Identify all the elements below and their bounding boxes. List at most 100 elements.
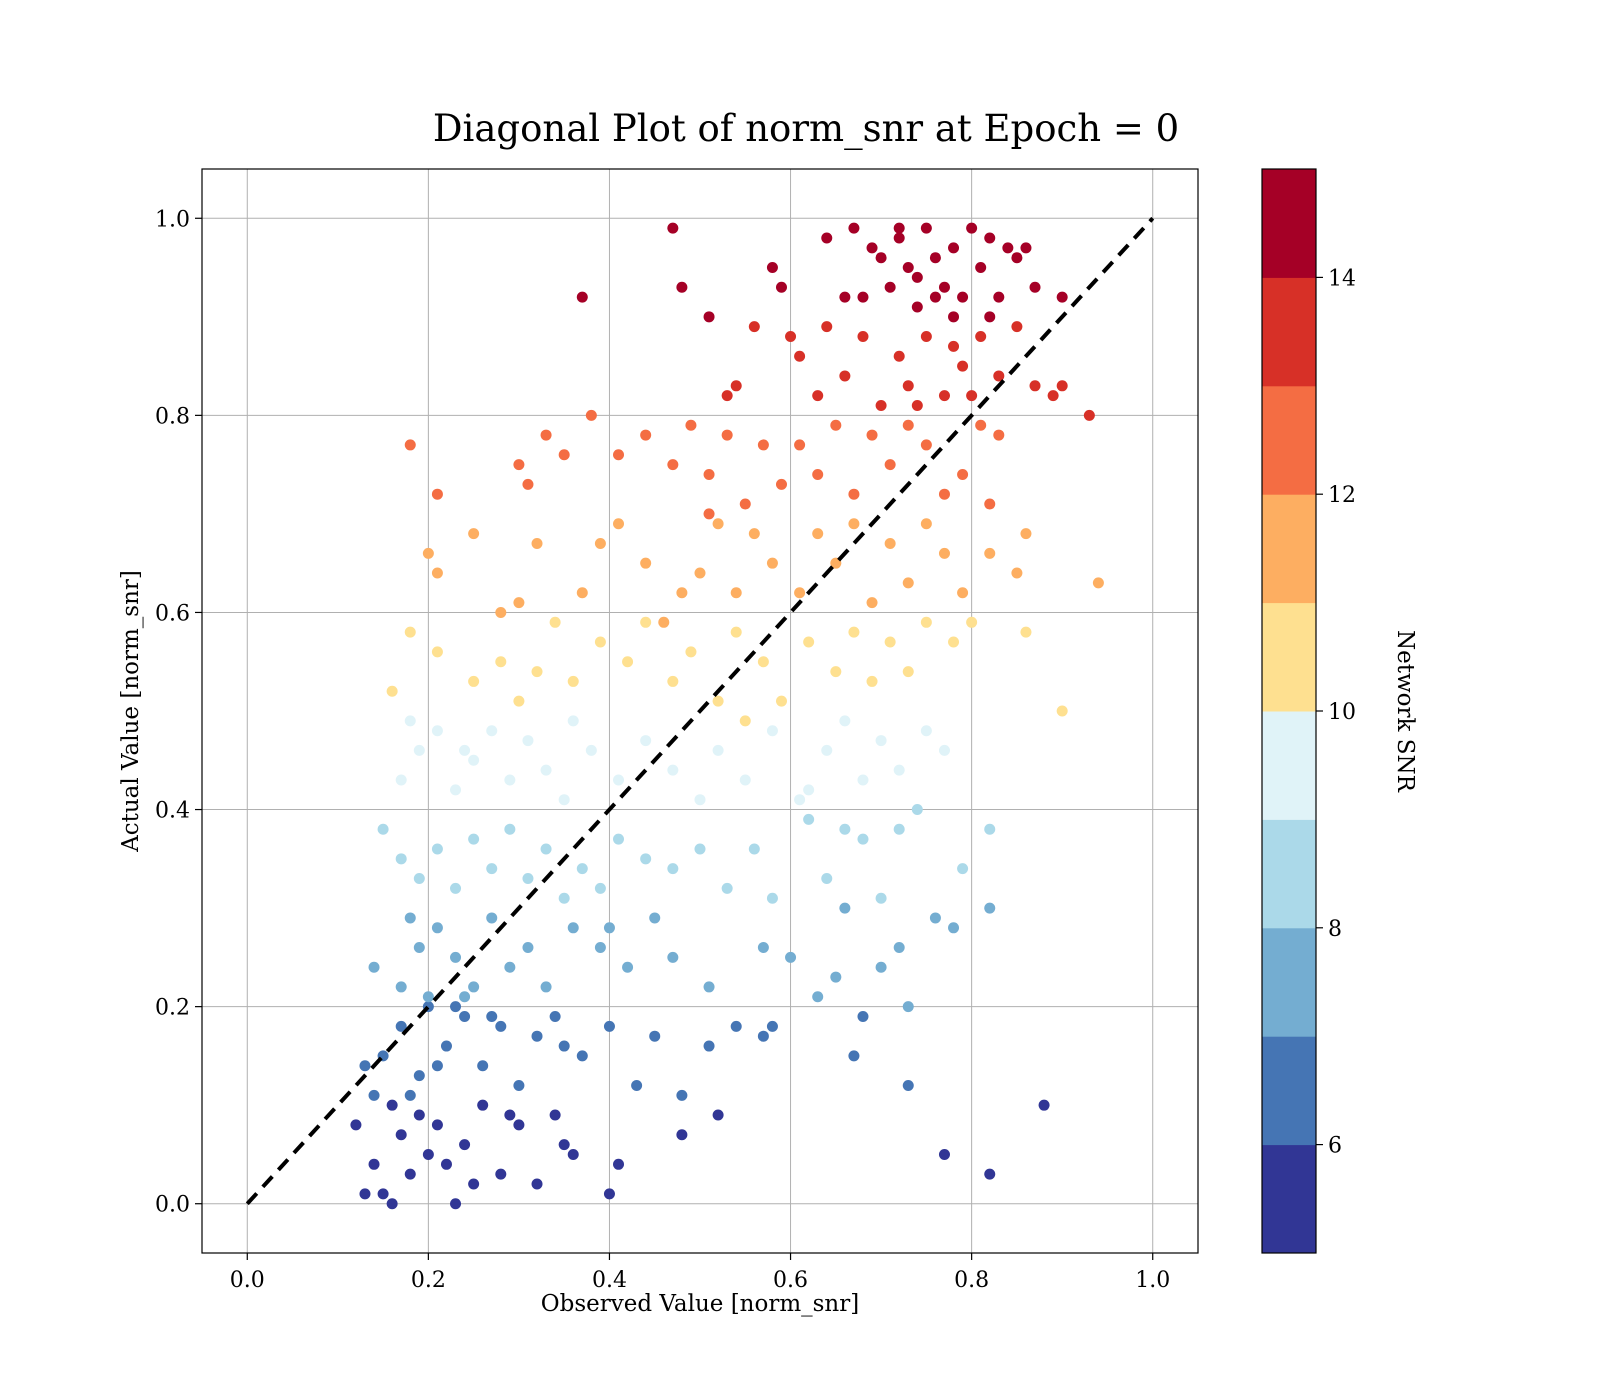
scatter-point: [839, 291, 851, 303]
x-tick-label: 1.0: [1135, 1268, 1170, 1293]
scatter-point: [395, 774, 407, 786]
scatter-point: [875, 735, 887, 747]
scatter-point: [468, 528, 480, 540]
scatter-point: [576, 291, 588, 303]
scatter-point: [766, 262, 778, 274]
scatter-point: [857, 1010, 869, 1022]
scatter-point: [694, 567, 706, 579]
scatter-point: [721, 882, 733, 894]
scatter-point: [966, 222, 978, 234]
scatter-point: [576, 587, 588, 599]
scatter-point: [504, 774, 516, 786]
scatter-point: [857, 291, 869, 303]
scatter-point: [631, 1079, 643, 1091]
scatter-point: [830, 557, 842, 569]
scatter-point: [803, 813, 815, 825]
scatter-point: [902, 419, 914, 431]
scatter-point: [966, 616, 978, 628]
scatter-point: [504, 961, 516, 973]
scatter-point: [839, 370, 851, 382]
scatter-point: [558, 892, 570, 904]
scatter-point: [830, 971, 842, 983]
scatter-point: [486, 1010, 498, 1022]
scatter-point: [866, 429, 878, 441]
scatter-point: [1011, 252, 1023, 264]
scatter-point: [594, 882, 606, 894]
scatter-point: [948, 340, 960, 352]
scatter-point: [730, 380, 742, 392]
scatter-point: [948, 242, 960, 254]
scatter-point: [866, 242, 878, 254]
scatter-point: [522, 942, 534, 954]
scatter-point: [540, 843, 552, 855]
scatter-point: [938, 390, 950, 402]
colorbar-segment: [1262, 819, 1316, 929]
scatter-point: [739, 774, 751, 786]
scatter-point: [386, 1198, 398, 1210]
scatter-point: [431, 922, 443, 934]
scatter-point: [884, 537, 896, 549]
scatter-point: [757, 1030, 769, 1042]
y-axis-ticks: 0.0 0.2 0.4 0.6 0.8 1.0: [155, 207, 202, 1218]
scatter-point: [395, 1020, 407, 1032]
plot-frame: [201, 168, 1199, 1254]
x-tick-label: 0.6: [773, 1268, 808, 1293]
scatter-point: [640, 616, 652, 628]
scatter-point: [1029, 281, 1041, 293]
scatter-point: [839, 902, 851, 914]
scatter-point: [893, 823, 905, 835]
scatter-point: [567, 675, 579, 687]
scatter-point: [613, 518, 625, 530]
scatter-point: [812, 991, 824, 1003]
scatter-point: [594, 636, 606, 648]
scatter-point: [785, 331, 797, 343]
scatter-point: [920, 439, 932, 451]
scatter-point: [948, 636, 960, 648]
scatter-point: [975, 262, 987, 274]
scatter-point: [812, 528, 824, 540]
scatter-point: [368, 1158, 380, 1170]
scatter-point: [703, 508, 715, 520]
colorbar-segment: [1262, 1144, 1316, 1254]
scatter-point: [540, 429, 552, 441]
scatter-point: [495, 1020, 507, 1032]
scatter-point: [839, 715, 851, 727]
scatter-point: [594, 537, 606, 549]
y-axis-label: Actual Value [norm_snr]: [118, 570, 144, 853]
scatter-point: [730, 1020, 742, 1032]
scatter-point: [477, 1099, 489, 1111]
scatter-point: [1029, 380, 1041, 392]
scatter-point: [957, 360, 969, 372]
scatter-point: [667, 222, 679, 234]
scatter-point: [757, 656, 769, 668]
scatter-point: [920, 222, 932, 234]
scatter-point: [911, 301, 923, 313]
scatter-point: [422, 1148, 434, 1160]
scatter-point: [948, 311, 960, 323]
scatter-point: [368, 1089, 380, 1101]
scatter-point: [703, 311, 715, 323]
scatter-point: [929, 912, 941, 924]
scatter-point: [766, 557, 778, 569]
scatter-point: [785, 951, 797, 963]
scatter-point: [757, 942, 769, 954]
scatter-point: [902, 262, 914, 274]
scatter-point: [975, 331, 987, 343]
scatter-point: [920, 616, 932, 628]
scatter-point: [866, 675, 878, 687]
scatter-point: [757, 439, 769, 451]
scatter-point: [929, 291, 941, 303]
scatter-point: [513, 597, 525, 609]
scatter-point: [613, 1158, 625, 1170]
scatter-point: [676, 281, 688, 293]
x-tick-label: 0.8: [954, 1268, 989, 1293]
scatter-point: [938, 547, 950, 559]
scatter-point: [821, 744, 833, 756]
scatter-point: [613, 774, 625, 786]
scatter-point: [603, 1020, 615, 1032]
scatter-point: [848, 1050, 860, 1062]
scatter-point: [540, 764, 552, 776]
scatter-point: [640, 853, 652, 865]
scatter-point: [739, 498, 751, 510]
